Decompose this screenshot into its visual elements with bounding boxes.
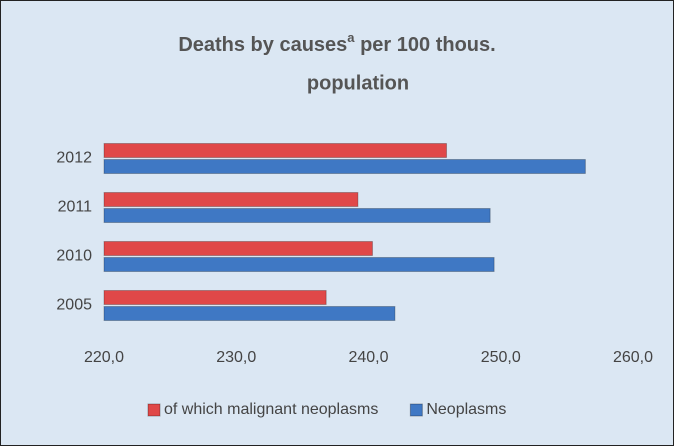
title-superscript: a	[347, 30, 355, 45]
bar	[103, 208, 491, 223]
x-tick-label: 240,0	[348, 349, 388, 366]
x-tick-label: 250,0	[481, 349, 521, 366]
y-tick-label: 2012	[56, 150, 92, 167]
title-part: Deaths by causes	[178, 34, 347, 56]
x-tick-label: 220,0	[84, 349, 124, 366]
bar	[103, 290, 327, 305]
y-tick-label: 2005	[56, 297, 92, 314]
bar	[103, 159, 586, 174]
legend-swatch	[147, 403, 161, 417]
bar	[103, 192, 359, 207]
chart-title: Deaths by causesa per 100 thous.	[178, 30, 495, 56]
chart-title-line2: population	[307, 72, 409, 94]
legend-label: of which malignant neoplasms	[164, 401, 378, 418]
x-tick-label: 260,0	[613, 349, 653, 366]
bar	[103, 257, 495, 272]
bar	[103, 143, 448, 158]
x-tick-label: 230,0	[216, 349, 256, 366]
bar	[103, 241, 373, 256]
y-tick-label: 2011	[58, 199, 93, 216]
bar	[103, 306, 396, 321]
legend-swatch	[409, 403, 423, 417]
y-tick-label: 2010	[56, 248, 92, 265]
legend-label: Neoplasms	[426, 401, 506, 418]
title-part: per 100 thous.	[355, 34, 496, 56]
